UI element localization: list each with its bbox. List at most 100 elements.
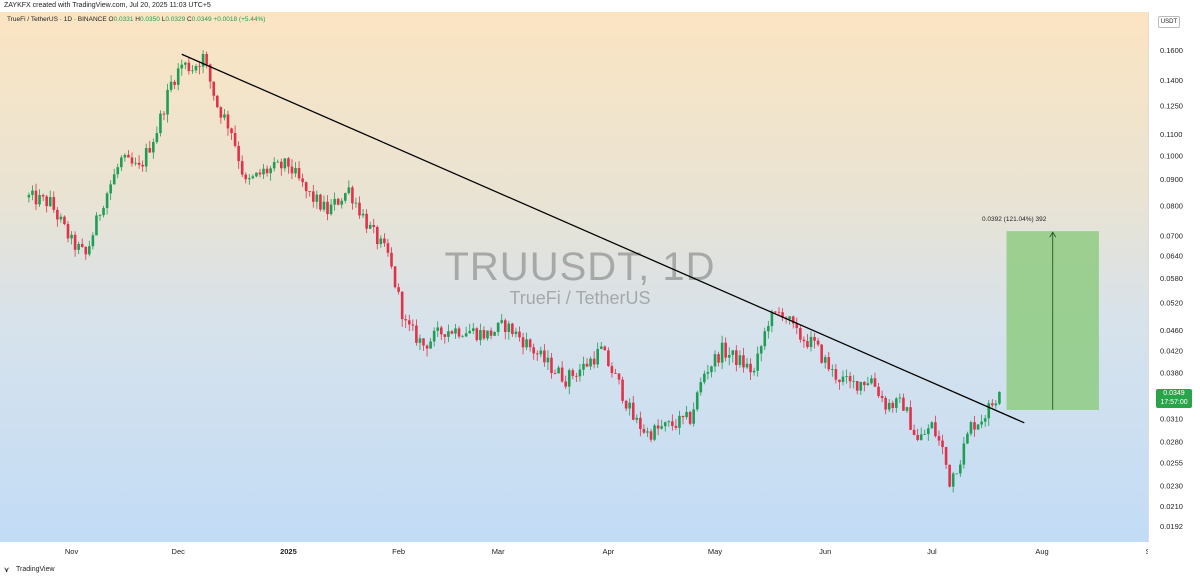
candle-body [774, 311, 777, 313]
candle-body [283, 158, 287, 169]
candle-body [710, 366, 713, 373]
candle-body [386, 243, 390, 253]
candle-body [354, 202, 358, 204]
candle-body [148, 148, 152, 153]
candle-body [535, 353, 539, 355]
currency-button[interactable]: USDT [1158, 16, 1180, 28]
candle-body [59, 216, 63, 220]
y-tick-label: 0.1400 [1160, 76, 1183, 85]
candle-body [468, 330, 472, 334]
candle-body [127, 154, 130, 158]
candle-body [223, 114, 226, 118]
candle-body [162, 113, 166, 115]
candle-body [660, 426, 663, 429]
candle-body [717, 354, 720, 363]
candle-body [400, 291, 404, 320]
low-value: 0.0329 [165, 16, 186, 23]
x-tick-label: Feb [392, 547, 405, 556]
candle-body [116, 167, 120, 175]
candle-body [635, 417, 639, 420]
candles-layer [27, 49, 1001, 493]
candle-body [631, 402, 635, 420]
candle-body [120, 157, 123, 168]
candle-body [361, 213, 365, 216]
candle-body [642, 428, 646, 433]
candle-body [155, 133, 159, 143]
candle-body [91, 235, 95, 247]
candle-body [240, 161, 244, 175]
y-tick-label: 0.0230 [1160, 481, 1183, 490]
candle-body [34, 190, 38, 205]
candle-body [368, 224, 372, 229]
candle-body [518, 331, 521, 338]
candle-body [621, 379, 624, 401]
candle-body [425, 345, 429, 349]
candle-body [859, 381, 863, 391]
candle-body [450, 331, 454, 334]
candle-body [52, 197, 56, 210]
candle-body [745, 363, 749, 368]
close-value: 0.0349 [191, 16, 212, 23]
candle-body [948, 464, 951, 487]
candle-body [674, 425, 678, 428]
y-tick-label: 0.0460 [1160, 326, 1183, 335]
candle-body [244, 174, 248, 180]
candle-body [329, 204, 333, 215]
candle-body [752, 370, 756, 373]
y-tick-label: 0.0280 [1160, 437, 1183, 446]
candle-body [695, 392, 699, 410]
credit-bar: ZAYKFX created with TradingView.com, Jul… [0, 0, 1200, 12]
candle-body [77, 243, 80, 250]
candle-body [486, 330, 489, 339]
candle-body [507, 323, 511, 332]
candle-body [503, 320, 507, 332]
candle-body [553, 373, 557, 374]
candle-body [38, 194, 41, 205]
candle-body [756, 353, 759, 371]
y-tick-label: 0.0700 [1160, 232, 1183, 241]
price-axis[interactable] [1148, 12, 1200, 542]
y-tick-label: 0.0210 [1160, 502, 1183, 511]
candle-body [230, 128, 233, 134]
candle-body [248, 178, 251, 180]
candle-body [397, 287, 400, 292]
chart-pane[interactable] [0, 12, 1148, 542]
candle-body [980, 421, 983, 425]
candle-body [809, 336, 813, 348]
candle-body [585, 363, 589, 367]
candle-body [482, 330, 486, 339]
candle-body [173, 81, 176, 85]
candle-body [528, 339, 532, 348]
candle-body [646, 431, 649, 433]
candle-body [70, 234, 73, 239]
candle-body [998, 391, 1001, 404]
candle-body [653, 425, 656, 440]
y-tick-label: 0.1600 [1160, 46, 1183, 55]
close-label: C [187, 16, 192, 23]
candle-body [379, 238, 383, 245]
candle-body [80, 243, 84, 247]
candle-body [511, 323, 514, 335]
current-price: 0.0349 [1163, 390, 1185, 397]
candle-body [959, 464, 962, 474]
candle-body [994, 403, 998, 406]
candle-body [276, 161, 280, 163]
candle-body [219, 107, 223, 118]
y-tick-label: 0.0520 [1160, 298, 1183, 307]
candle-body [656, 425, 660, 429]
candle-body [639, 417, 642, 429]
candle-body [667, 421, 671, 423]
candle-body [347, 187, 351, 194]
x-tick-label: 2025 [280, 547, 297, 556]
candle-body [706, 372, 710, 374]
candle-body [575, 375, 578, 377]
candle-body [311, 191, 315, 202]
time-axis[interactable]: Nov Dec 2025 Feb Mar Apr May Jun Jul Aug Sep [0, 542, 1159, 562]
candle-body [895, 398, 898, 409]
candle-body [208, 64, 212, 82]
candle-body [123, 154, 127, 158]
candle-body [532, 347, 536, 354]
candle-body [109, 184, 112, 194]
